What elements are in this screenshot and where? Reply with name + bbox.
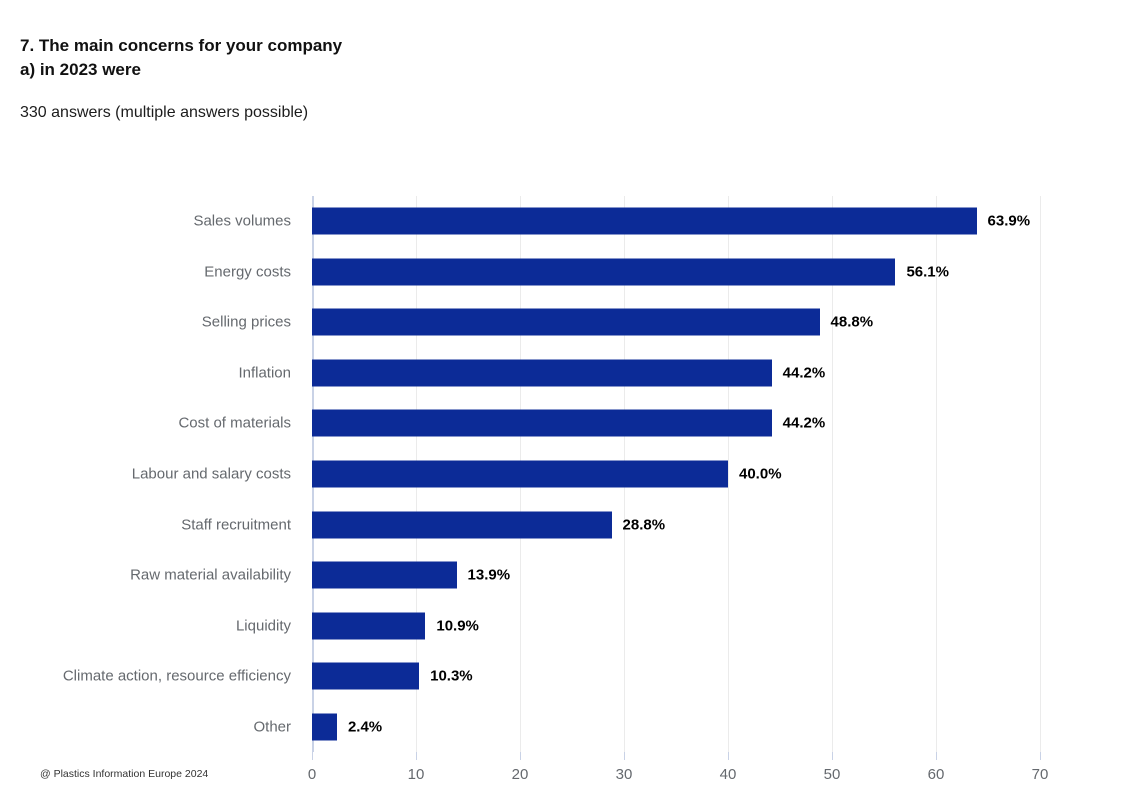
chart-title-line1: 7. The main concerns for your company xyxy=(20,36,343,55)
x-axis-tick-label: 50 xyxy=(823,766,841,783)
bar-row: Inflation 44.2% xyxy=(238,348,1040,399)
bar-row: Sales volumes 63.9% xyxy=(193,196,1040,247)
value-label: 10.9% xyxy=(436,617,479,635)
value-label: 44.2% xyxy=(782,414,826,432)
bar-row: Selling prices 48.8% xyxy=(202,297,1040,348)
category-label: Sales volumes xyxy=(193,212,291,230)
axis-tick-mark xyxy=(832,752,833,760)
bar xyxy=(312,460,728,488)
value-label: 2.4% xyxy=(347,718,383,736)
category-label: Selling prices xyxy=(201,313,291,331)
x-axis-tick-label: 0 xyxy=(307,766,317,783)
category-label: Labour and salary costs xyxy=(131,465,291,483)
category-label: Climate action, resource efficiency xyxy=(62,667,291,685)
gridline xyxy=(832,196,833,752)
category-label: Liquidity xyxy=(235,617,291,635)
value-label: 13.9% xyxy=(467,566,511,584)
value-label: 56.1% xyxy=(906,263,949,281)
copyright-notice: @ Plastics Information Europe 2024 xyxy=(40,768,209,780)
category-label: Inflation xyxy=(238,364,291,382)
gridline xyxy=(728,196,729,752)
bar xyxy=(312,612,426,640)
x-axis-tick-label: 40 xyxy=(719,766,737,783)
bar-row: Cost of materials 44.2% xyxy=(178,398,1040,449)
value-label: 28.8% xyxy=(622,516,666,534)
chart-title: 7. The main concerns for your company a)… xyxy=(20,34,342,82)
bar-row: Energy costs 56.1% xyxy=(204,247,1040,298)
chart-title-line2: a) in 2023 were xyxy=(20,60,141,79)
x-axis-tick-label: 60 xyxy=(927,766,945,783)
value-label: 63.9% xyxy=(987,212,1031,230)
category-label: Staff recruitment xyxy=(181,516,291,534)
category-label: Other xyxy=(253,718,291,736)
bar-row: Climate action, resource efficiency 10.3% xyxy=(63,651,1040,702)
bar-row: Other 2.4% xyxy=(253,701,1040,752)
value-label: 10.3% xyxy=(430,667,473,685)
bar-row: Staff recruitment 28.8% xyxy=(181,499,1040,550)
chart-subtitle: 330 answers (multiple answers possible) xyxy=(20,104,309,121)
gridline xyxy=(1040,196,1041,752)
gridline xyxy=(936,196,937,752)
axis-tick-mark xyxy=(520,752,521,760)
bar xyxy=(312,207,977,235)
bar xyxy=(312,409,772,437)
axis-tick-mark xyxy=(728,752,729,760)
value-label: 44.2% xyxy=(782,364,826,382)
axis-tick-mark xyxy=(936,752,937,760)
bar xyxy=(312,359,772,387)
category-label: Raw material availability xyxy=(130,566,291,584)
category-label: Energy costs xyxy=(204,263,291,281)
bar-chart-plot-area: 0 10 20 30 40 50 60 70 Sales volumes 63.9% Energy … xyxy=(63,196,1048,783)
bar xyxy=(312,308,820,336)
value-label: 48.8% xyxy=(830,313,874,331)
x-axis-tick-label: 20 xyxy=(511,766,529,783)
bar xyxy=(312,258,896,286)
category-label: Cost of materials xyxy=(178,414,291,432)
axis-tick-mark xyxy=(416,752,417,760)
axis-tick-mark xyxy=(312,752,313,760)
x-axis-tick-label: 70 xyxy=(1031,766,1049,783)
x-axis-tick-label: 30 xyxy=(615,766,633,783)
axis-tick-mark xyxy=(624,752,625,760)
bar-row: Raw material availability 13.9% xyxy=(130,550,1040,601)
bar-row: Liquidity 10.9% xyxy=(236,600,1040,651)
bar xyxy=(312,662,420,690)
bar xyxy=(312,561,457,589)
x-axis-tick-label: 10 xyxy=(407,766,425,783)
axis-tick-mark xyxy=(1040,752,1041,760)
value-label: 40.0% xyxy=(739,465,782,483)
bar xyxy=(312,511,612,539)
bar xyxy=(312,713,337,741)
bar-row: Labour and salary costs 40.0% xyxy=(132,449,1040,500)
